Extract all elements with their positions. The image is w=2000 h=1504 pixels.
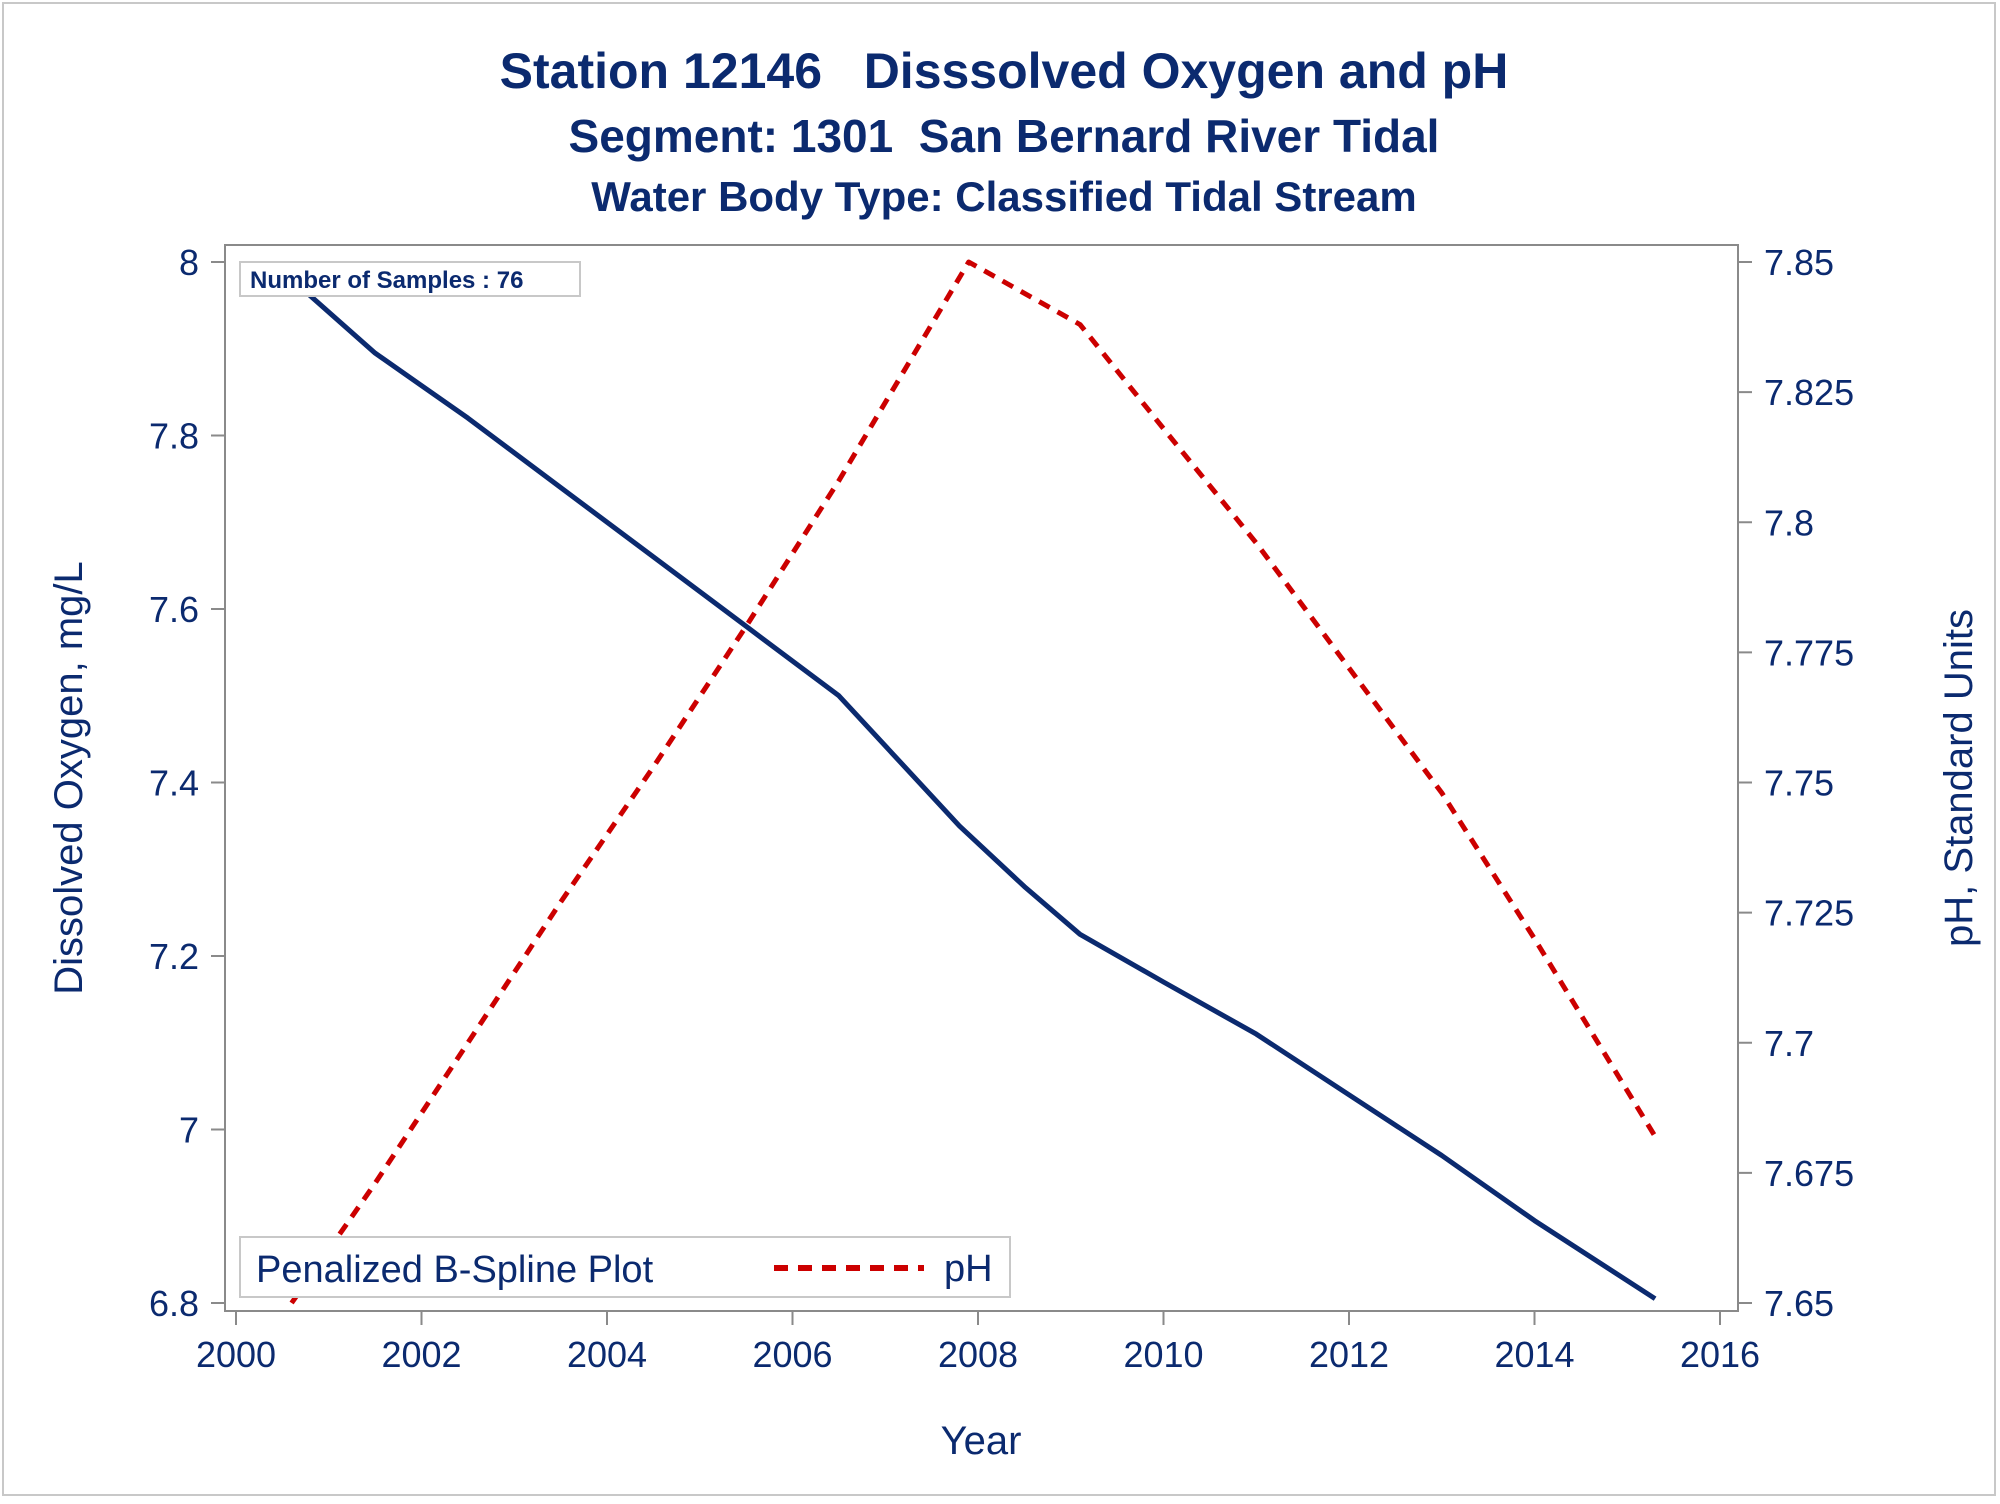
x-tick-label: 2006	[752, 1334, 832, 1375]
x-tick-label: 2012	[1309, 1334, 1389, 1375]
x-tick-label: 2002	[381, 1334, 461, 1375]
legend-title: Penalized B-Spline Plot	[256, 1249, 654, 1291]
chart-title: Station 12146 Disssolved Oxygen and pH	[500, 43, 1509, 99]
y2-tick-label: 7.725	[1764, 893, 1854, 934]
chart-subtitle: Segment: 1301 San Bernard River Tidal	[569, 110, 1440, 162]
x-tick-label: 2016	[1680, 1334, 1760, 1375]
legend-entry-ph: pH	[944, 1248, 993, 1290]
x-tick-label: 2000	[196, 1334, 276, 1375]
x-tick-label: 2008	[938, 1334, 1018, 1375]
x-axis-label: Year	[941, 1419, 1022, 1463]
y2-tick-label: 7.825	[1764, 372, 1854, 413]
y2-tick-label: 7.675	[1764, 1153, 1854, 1194]
y2-tick-label: 7.7	[1764, 1023, 1814, 1064]
y-axis-label: Dissolved Oxygen, mg/L	[47, 561, 91, 995]
y2-tick-label: 7.65	[1764, 1283, 1834, 1324]
x-tick-label: 2004	[567, 1334, 647, 1375]
y2-tick-label: 7.85	[1764, 242, 1834, 283]
y2-tick-label: 7.8	[1764, 502, 1814, 543]
plot-area	[224, 244, 1739, 1312]
series-line-dissolved-oxygen	[289, 277, 1657, 1301]
y-tick-label: 7	[179, 1110, 199, 1151]
y-tick-label: 7.8	[149, 416, 199, 457]
y2-tick-label: 7.775	[1764, 632, 1854, 673]
y-tick-label: 7.2	[149, 936, 199, 977]
y-tick-label: 7.6	[149, 589, 199, 630]
x-tick-label: 2014	[1494, 1334, 1574, 1375]
sample-count-text: Number of Samples : 76	[250, 267, 523, 294]
y-axis-left: 6.8 7 7.2 7.4 7.6 7.8 8	[149, 242, 225, 1324]
series-layer	[289, 259, 1658, 1305]
sample-count-inset: Number of Samples : 76	[239, 261, 581, 297]
y-tick-label: 6.8	[149, 1283, 199, 1324]
y-tick-label: 8	[179, 242, 199, 283]
x-axis: 2000 2002 2004 2006 2008 2010 2012 2014 2016	[196, 1311, 1760, 1375]
legend: Penalized B-Spline Plot pH	[239, 1236, 1011, 1298]
line-chart: Station 12146 Disssolved Oxygen and pH S…	[47, 43, 1981, 1463]
y-axis-right: 7.65 7.675 7.7 7.725 7.75 7.775 7.8 7.825 7.85	[1738, 242, 1854, 1324]
series-line-ph	[289, 259, 1658, 1305]
x-tick-label: 2010	[1123, 1334, 1203, 1375]
y2-axis-label: pH, Standard Units	[1937, 609, 1981, 947]
y2-tick-label: 7.75	[1764, 763, 1834, 804]
y-tick-label: 7.4	[149, 763, 199, 804]
chart-subtitle-2: Water Body Type: Classified Tidal Stream	[591, 173, 1416, 220]
